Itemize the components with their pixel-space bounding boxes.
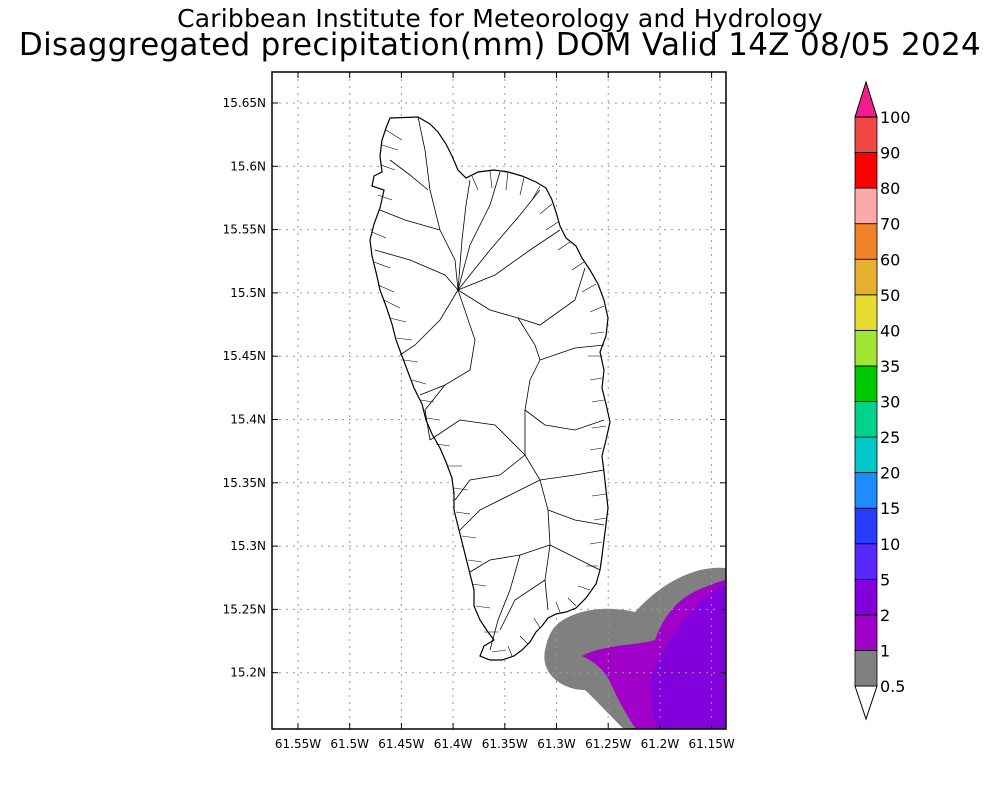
colorbar-level-label: 25 [880,428,900,447]
coastal-streams [371,129,607,657]
lon-tick-label: 61.15W [688,737,734,751]
colorbar-level-label: 60 [880,250,900,269]
lat-tick-label: 15.4N [230,413,266,427]
colorbar-segment [854,436,878,474]
colorbar-level-label: 5 [880,570,890,589]
map-title: Caribbean Institute for Meteorology and … [177,4,823,33]
lon-tick-label: 61.25W [585,737,631,751]
lat-tick-label: 15.35N [223,476,266,490]
colorbar-segment [854,329,878,367]
colorbar-upper-triangle [854,80,878,118]
watershed-boundaries [374,116,605,651]
lon-tick-label: 61.3W [537,737,576,751]
colorbar-segment [854,578,878,616]
lat-lon-grid [272,72,726,729]
dominica-island [369,116,611,661]
lat-tick-label: 15.2N [230,666,266,680]
colorbar-segment [854,294,878,331]
lat-tick-label: 15.25N [223,602,266,616]
lon-tick-label: 61.4W [434,737,473,751]
colorbar-level-label: 90 [880,144,900,163]
colorbar-segment [854,401,878,438]
lat-tick-label: 15.55N [223,223,266,237]
colorbar-level-label: 20 [880,464,900,483]
colorbar-segment [854,472,878,509]
colorbar-segment [854,543,878,580]
colorbar-segment [854,187,878,225]
lat-tick-label: 15.45N [223,349,266,363]
colorbar-level-label: 35 [880,357,900,376]
lon-tick-label: 61.55W [275,737,321,751]
colorbar-segment [854,116,878,153]
lon-tick-label: 61.35W [482,737,528,751]
colorbar-level-label: 10 [880,535,900,554]
colorbar-level-label: 50 [880,286,900,305]
colorbar-level-label: 100 [880,108,911,127]
colorbar-level-label: 70 [880,215,900,234]
axis-ticks: 15.65N 15.6N 15.55N 15.5N 15.45N 15.4N 15.35N 1… [223,72,735,751]
lat-tick-label: 15.65N [223,96,266,110]
colorbar-level-label: 1 [880,641,890,660]
colorbar-segment [854,152,878,189]
lat-tick-label: 15.5N [230,286,266,300]
lat-tick-label: 15.3N [230,539,266,553]
lon-tick-label: 61.5W [330,737,369,751]
precip-contours [544,567,726,729]
colorbar-level-label: 2 [880,606,890,625]
colorbar-segment [854,614,878,651]
colorbar-segment [854,650,878,687]
colorbar-segment [854,258,878,296]
lon-tick-label: 61.2W [641,737,680,751]
colorbar-segment [854,507,878,545]
colorbar-segment [854,365,878,402]
colorbar-level-label: 80 [880,179,900,198]
colorbar-swatches [854,80,878,721]
lat-tick-label: 15.6N [230,159,266,173]
precip-area-2-5 [650,585,726,729]
map-subtitle: Disaggregated precipitation(mm) DOM Vali… [18,27,982,63]
colorbar-segment [854,223,878,260]
colorbar-level-label: 40 [880,321,900,340]
colorbar-level-label: 0.5 [880,677,905,696]
colorbar-level-label: 30 [880,393,900,412]
map-frame [271,71,727,730]
lon-tick-label: 61.45W [378,737,424,751]
colorbar-level-label: 15 [880,499,900,518]
colorbar-lower-triangle [854,685,878,721]
island-coastline [369,116,611,661]
